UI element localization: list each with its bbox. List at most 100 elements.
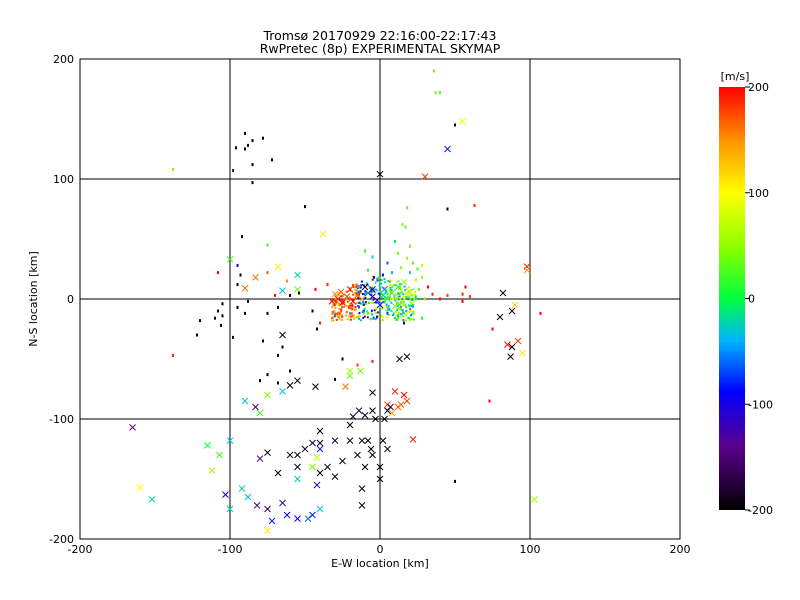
cluster-point [395, 281, 398, 284]
data-point-small [382, 273, 384, 277]
cluster-point [346, 318, 349, 321]
grid-lines [80, 59, 680, 539]
cluster-point [357, 285, 360, 288]
data-point-x [316, 469, 324, 477]
cluster-point [396, 309, 399, 312]
cluster-point [369, 318, 372, 321]
cluster-point [354, 306, 357, 309]
data-point-small [356, 363, 359, 367]
cluster-point [338, 312, 341, 315]
data-point-small [434, 91, 437, 95]
cluster-point [343, 305, 346, 308]
data-point-x [136, 484, 144, 491]
data-point-x [208, 467, 216, 474]
data-point-x [331, 473, 339, 480]
data-point-x [334, 295, 342, 303]
cluster-point [389, 286, 392, 289]
data-point-small [446, 207, 449, 211]
data-point-x [369, 389, 376, 396]
cluster-point [390, 288, 393, 291]
x-tick-label: -100 [218, 543, 243, 556]
cluster-point [385, 316, 388, 319]
data-point-x [226, 256, 234, 263]
data-point-small [367, 268, 369, 272]
cluster-point [411, 312, 414, 315]
data-point-small [244, 131, 246, 135]
colorbar [719, 87, 745, 510]
cluster-point [336, 301, 339, 304]
dense-cluster [331, 274, 417, 322]
cluster-point [381, 307, 384, 310]
cluster-point [364, 303, 367, 306]
cluster-point [387, 308, 390, 311]
cluster-point [397, 303, 400, 306]
data-point-small [266, 243, 269, 247]
data-point-small [386, 311, 389, 315]
cluster-point [331, 319, 334, 322]
data-point-small [277, 381, 279, 385]
data-point-small [461, 292, 464, 296]
cluster-point [364, 296, 367, 299]
cluster-point [358, 317, 361, 320]
data-point-small [539, 311, 542, 315]
cluster-point [398, 292, 401, 295]
data-point-small [199, 319, 201, 323]
cluster-point [402, 315, 405, 318]
data-point-x [252, 403, 259, 411]
cluster-point [348, 296, 351, 299]
cluster-point [383, 292, 386, 295]
cluster-point [364, 292, 367, 295]
cluster-point [349, 314, 352, 317]
cluster-point [383, 301, 386, 304]
data-point-x [309, 439, 316, 447]
cluster-point [397, 312, 400, 315]
data-point-small [277, 305, 279, 309]
cluster-point [345, 290, 348, 293]
cluster-point [366, 310, 369, 313]
cluster-point [375, 307, 378, 310]
data-point-x [349, 298, 357, 305]
data-point-x [367, 445, 375, 453]
cluster-point [378, 306, 381, 309]
data-point-x [391, 388, 399, 395]
data-point-small [266, 311, 269, 315]
cluster-point [331, 306, 334, 309]
cluster-point [349, 304, 352, 307]
data-point-small [418, 287, 420, 291]
data-point-x [459, 118, 466, 125]
cluster-point [332, 302, 335, 305]
data-point-small [364, 249, 366, 253]
cluster-point [408, 296, 411, 299]
cluster-point [407, 310, 410, 313]
cluster-point [391, 285, 394, 288]
data-point-x [324, 463, 331, 471]
data-point-x [507, 353, 514, 360]
cluster-point [366, 298, 369, 301]
cluster-point [351, 308, 354, 311]
data-point-x [216, 451, 223, 459]
data-point-small [262, 136, 264, 140]
cluster-point [355, 292, 358, 295]
cluster-point [409, 301, 412, 304]
cluster-point [350, 312, 353, 315]
data-point-x [313, 454, 321, 461]
cluster-point [380, 315, 383, 318]
cluster-point [376, 311, 379, 314]
data-point-small [247, 299, 249, 303]
cluster-point [402, 293, 405, 296]
data-point-x [358, 295, 366, 303]
data-point-x [331, 437, 339, 444]
cluster-point [398, 307, 401, 310]
data-point-x [301, 445, 309, 453]
cluster-point [397, 302, 400, 305]
data-point-x [316, 427, 324, 435]
data-point-small [424, 297, 426, 301]
data-point-x [343, 293, 351, 300]
data-point-x [361, 463, 369, 471]
data-point-x [339, 457, 346, 465]
cluster-point [390, 290, 393, 293]
cluster-point [408, 286, 411, 289]
cluster-point [370, 309, 373, 312]
data-point-small [220, 323, 222, 327]
